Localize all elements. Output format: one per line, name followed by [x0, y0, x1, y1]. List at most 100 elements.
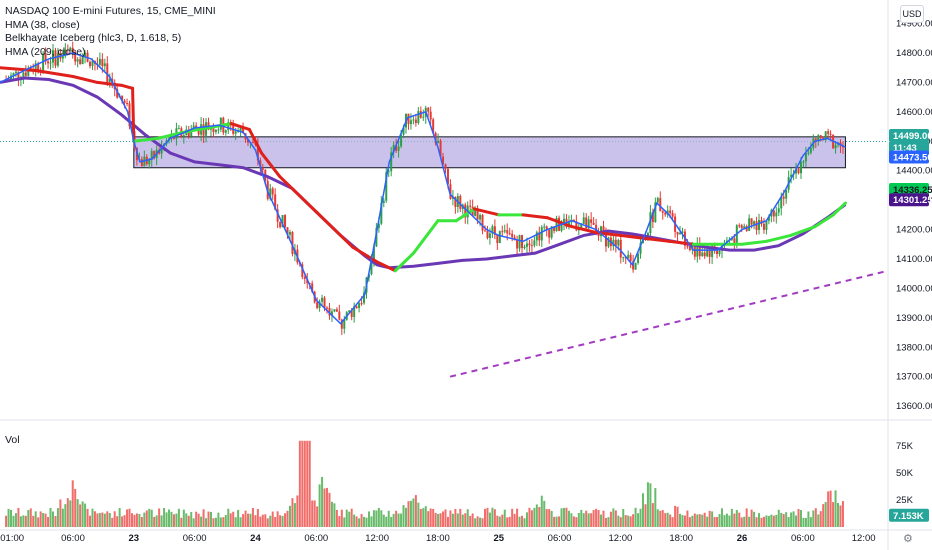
- volume-bar: [484, 508, 487, 527]
- volume-bar: [10, 509, 13, 527]
- volume-bar: [691, 515, 694, 527]
- volume-bar: [661, 510, 664, 527]
- candle-body: [476, 210, 479, 220]
- volume-bar: [222, 517, 225, 527]
- price-tag-bg: [889, 508, 929, 522]
- volume-bar: [54, 516, 57, 527]
- volume-bar: [656, 509, 659, 527]
- candle-body: [286, 227, 289, 235]
- candle-body: [12, 73, 15, 76]
- legend-iceberg[interactable]: Belkhayate Iceberg (hlc3, D, 1.618, 5): [5, 32, 182, 44]
- candle-body: [632, 261, 635, 270]
- candle-body: [701, 252, 704, 257]
- candle-body: [291, 232, 294, 254]
- volume-bar: [37, 517, 40, 527]
- volume-bar: [121, 516, 124, 527]
- candle-body: [562, 218, 565, 224]
- candle-body: [274, 194, 277, 210]
- volume-bar: [293, 503, 296, 527]
- volume-bar: [387, 510, 390, 527]
- legend-hma-38[interactable]: HMA (38, close): [5, 18, 80, 31]
- volume-bar: [518, 516, 521, 527]
- candle-body: [775, 212, 778, 217]
- candle-body: [343, 319, 346, 329]
- volume-bar: [44, 513, 47, 527]
- candle-body: [44, 53, 47, 62]
- volume-bar: [795, 515, 798, 527]
- candle-body: [511, 233, 514, 238]
- volume-bar: [802, 517, 805, 527]
- resistance-zone[interactable]: [133, 136, 846, 169]
- volume-bar: [521, 515, 524, 527]
- candle-body: [247, 139, 250, 143]
- volume-bar: [701, 514, 704, 527]
- volume-bar: [496, 515, 499, 527]
- candle-body: [506, 230, 509, 234]
- volume-legend[interactable]: Vol: [5, 434, 20, 446]
- volume-bar: [683, 515, 686, 527]
- volume-bar: [59, 499, 62, 527]
- candle-body: [326, 307, 329, 309]
- volume-bar: [834, 490, 837, 527]
- volume-bar: [61, 508, 64, 527]
- volume-bar: [42, 513, 45, 527]
- candle-body: [523, 246, 526, 249]
- candle-body: [841, 146, 844, 148]
- iceberg-segment: [618, 233, 647, 240]
- volume-bar: [395, 510, 398, 527]
- candle-body: [101, 58, 104, 67]
- candle-body: [459, 196, 462, 209]
- candle-body: [553, 226, 556, 232]
- iceberg-segment: [831, 201, 847, 217]
- volume-bar: [782, 514, 785, 527]
- candle-body: [807, 152, 810, 154]
- volume-bar: [385, 516, 388, 527]
- volume-bar: [624, 515, 627, 527]
- volume-bar: [753, 511, 756, 527]
- currency-badge[interactable]: USD: [900, 5, 924, 23]
- volume-bar: [323, 488, 326, 527]
- candle-body: [654, 202, 657, 223]
- chart-legend: NASDAQ 100 E-mini Futures, 15, CME_MINI …: [5, 5, 216, 59]
- candle-body: [397, 146, 400, 151]
- volume-bar: [837, 503, 840, 527]
- volume-bar: [538, 506, 541, 527]
- iceberg-segment: [764, 233, 793, 243]
- volume-bar: [200, 516, 203, 527]
- volume-bar: [570, 513, 573, 527]
- volume-bar: [118, 508, 121, 527]
- candle-body: [219, 117, 222, 130]
- volume-bar: [750, 509, 753, 527]
- candle-body: [607, 237, 610, 247]
- trendline[interactable]: [449, 269, 889, 378]
- volume-bar: [279, 515, 282, 527]
- volume-bar: [214, 517, 217, 527]
- symbol-title[interactable]: NASDAQ 100 E-mini Futures, 15, CME_MINI: [5, 5, 216, 17]
- candle-body: [37, 63, 40, 71]
- candle-body: [340, 319, 343, 329]
- candle-body: [580, 223, 583, 229]
- volume-bar: [150, 509, 153, 527]
- volume-bar: [456, 513, 459, 527]
- candle-body: [750, 218, 753, 225]
- volume-bar: [301, 440, 304, 527]
- candle-body: [360, 303, 363, 305]
- time-tick-label: 12:00: [608, 533, 632, 544]
- volume-bar: [106, 511, 109, 527]
- settings-gear-icon[interactable]: ⚙: [903, 533, 913, 545]
- volume-bar: [286, 510, 289, 527]
- candle-body: [234, 131, 237, 134]
- candle-body: [809, 148, 812, 153]
- iceberg-segment: [71, 75, 99, 84]
- candle-body: [153, 151, 156, 159]
- volume-bar: [264, 514, 267, 527]
- candle-body: [634, 262, 637, 270]
- volume-bar: [481, 518, 484, 527]
- legend-hma-209[interactable]: HMA (209, close): [5, 45, 86, 58]
- volume-bar: [758, 513, 761, 527]
- volume-bar: [84, 503, 87, 527]
- candle-body: [22, 72, 25, 79]
- candle-body: [108, 78, 111, 82]
- volume-bar: [708, 510, 711, 527]
